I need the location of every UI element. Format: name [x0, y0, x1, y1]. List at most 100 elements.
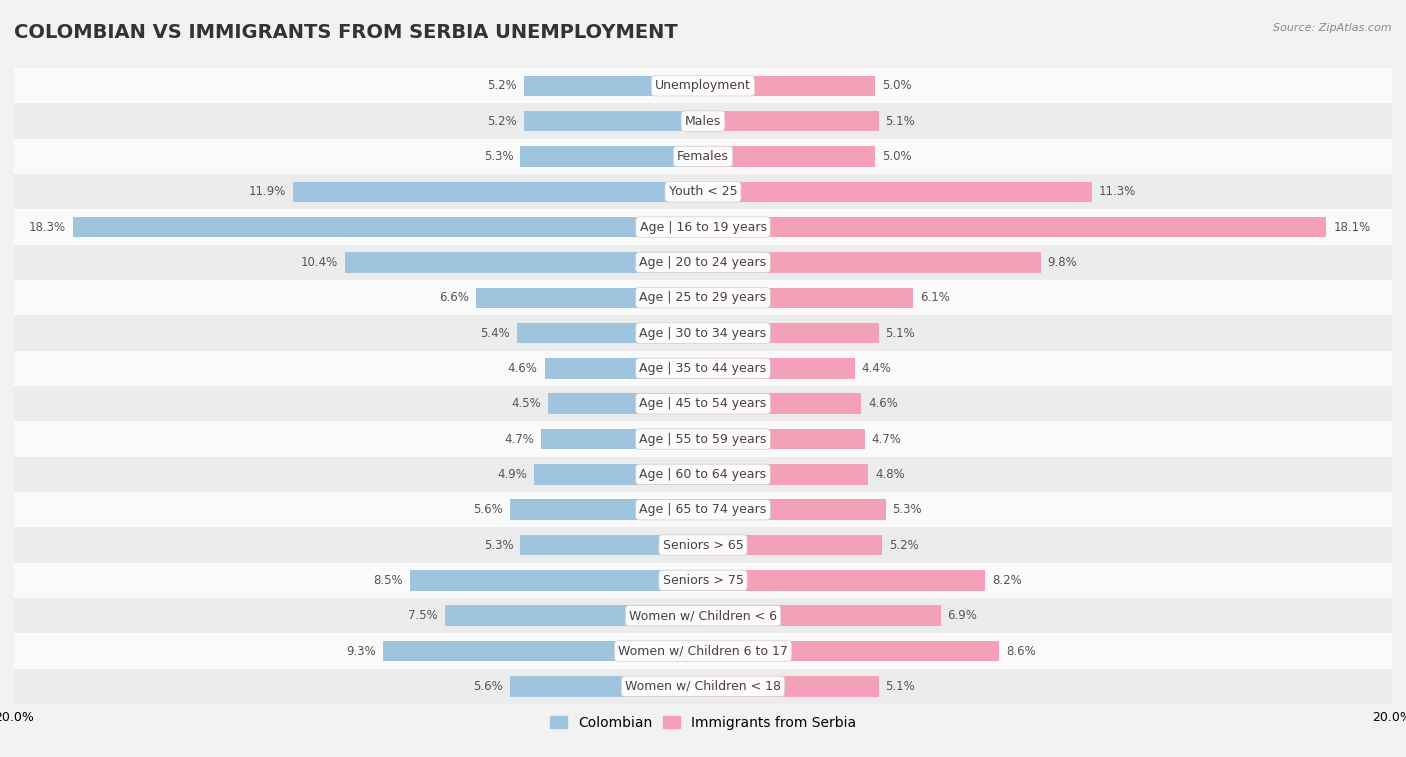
Bar	[475, 288, 703, 308]
Text: 4.7%: 4.7%	[872, 432, 901, 446]
Bar	[520, 534, 703, 556]
Bar	[703, 252, 1040, 273]
Text: Age | 65 to 74 years: Age | 65 to 74 years	[640, 503, 766, 516]
Bar	[517, 322, 703, 344]
Text: 5.2%: 5.2%	[488, 79, 517, 92]
Text: 6.6%: 6.6%	[439, 291, 468, 304]
Bar	[14, 350, 1392, 386]
Bar	[411, 570, 703, 590]
Bar	[14, 316, 1392, 350]
Bar	[703, 217, 1326, 238]
Bar	[548, 394, 703, 414]
Text: Youth < 25: Youth < 25	[669, 185, 737, 198]
Bar	[14, 280, 1392, 316]
Bar	[14, 210, 1392, 245]
Bar	[534, 464, 703, 484]
Text: 5.3%: 5.3%	[484, 538, 513, 552]
Text: 18.3%: 18.3%	[28, 220, 66, 234]
Text: Age | 45 to 54 years: Age | 45 to 54 years	[640, 397, 766, 410]
Text: Age | 25 to 29 years: Age | 25 to 29 years	[640, 291, 766, 304]
Bar	[14, 422, 1392, 456]
Bar	[524, 111, 703, 132]
Bar	[703, 534, 882, 556]
Text: 5.4%: 5.4%	[481, 326, 510, 340]
Text: 5.2%: 5.2%	[889, 538, 918, 552]
Text: Women w/ Children < 18: Women w/ Children < 18	[626, 680, 780, 693]
Text: 4.8%: 4.8%	[875, 468, 905, 481]
Text: 8.2%: 8.2%	[993, 574, 1022, 587]
Bar	[14, 456, 1392, 492]
Text: Females: Females	[678, 150, 728, 163]
Text: 18.1%: 18.1%	[1333, 220, 1371, 234]
Text: Age | 55 to 59 years: Age | 55 to 59 years	[640, 432, 766, 446]
Text: Seniors > 75: Seniors > 75	[662, 574, 744, 587]
Bar	[14, 245, 1392, 280]
Text: 5.1%: 5.1%	[886, 326, 915, 340]
Bar	[510, 500, 703, 520]
Bar	[703, 182, 1092, 202]
Bar	[703, 428, 865, 450]
Text: 6.9%: 6.9%	[948, 609, 977, 622]
Text: 4.6%: 4.6%	[508, 362, 537, 375]
Bar	[703, 288, 912, 308]
Bar	[14, 68, 1392, 104]
Text: 4.7%: 4.7%	[505, 432, 534, 446]
Bar	[444, 606, 703, 626]
Text: 9.3%: 9.3%	[346, 644, 375, 658]
Bar	[344, 252, 703, 273]
Text: 5.1%: 5.1%	[886, 114, 915, 128]
Bar	[703, 76, 875, 96]
Text: 5.3%: 5.3%	[893, 503, 922, 516]
Text: 4.9%: 4.9%	[498, 468, 527, 481]
Bar	[382, 640, 703, 662]
Bar	[703, 358, 855, 378]
Bar	[14, 174, 1392, 210]
Text: 5.1%: 5.1%	[886, 680, 915, 693]
Text: Women w/ Children < 6: Women w/ Children < 6	[628, 609, 778, 622]
Text: 5.3%: 5.3%	[484, 150, 513, 163]
Bar	[14, 528, 1392, 562]
Text: Males: Males	[685, 114, 721, 128]
Text: Age | 35 to 44 years: Age | 35 to 44 years	[640, 362, 766, 375]
Bar	[520, 146, 703, 167]
Text: 6.1%: 6.1%	[920, 291, 950, 304]
Bar	[14, 104, 1392, 139]
Bar	[524, 76, 703, 96]
Text: 5.6%: 5.6%	[474, 680, 503, 693]
Text: 11.9%: 11.9%	[249, 185, 287, 198]
Bar	[73, 217, 703, 238]
Text: 4.5%: 4.5%	[512, 397, 541, 410]
Bar	[14, 139, 1392, 174]
Bar	[703, 146, 875, 167]
Bar	[703, 394, 862, 414]
Text: 8.6%: 8.6%	[1007, 644, 1036, 658]
Bar	[703, 322, 879, 344]
Legend: Colombian, Immigrants from Serbia: Colombian, Immigrants from Serbia	[544, 710, 862, 735]
Bar	[703, 500, 886, 520]
Bar	[14, 492, 1392, 528]
Text: COLOMBIAN VS IMMIGRANTS FROM SERBIA UNEMPLOYMENT: COLOMBIAN VS IMMIGRANTS FROM SERBIA UNEM…	[14, 23, 678, 42]
Bar	[14, 386, 1392, 422]
Text: 11.3%: 11.3%	[1099, 185, 1136, 198]
Bar	[703, 570, 986, 590]
Text: 5.0%: 5.0%	[882, 79, 911, 92]
Text: 5.6%: 5.6%	[474, 503, 503, 516]
Text: Age | 30 to 34 years: Age | 30 to 34 years	[640, 326, 766, 340]
Text: Seniors > 65: Seniors > 65	[662, 538, 744, 552]
Text: Unemployment: Unemployment	[655, 79, 751, 92]
Bar	[544, 358, 703, 378]
Text: 5.0%: 5.0%	[882, 150, 911, 163]
Text: Source: ZipAtlas.com: Source: ZipAtlas.com	[1274, 23, 1392, 33]
Bar	[703, 676, 879, 696]
Text: Age | 20 to 24 years: Age | 20 to 24 years	[640, 256, 766, 269]
Text: 7.5%: 7.5%	[408, 609, 437, 622]
Text: Age | 60 to 64 years: Age | 60 to 64 years	[640, 468, 766, 481]
Text: 8.5%: 8.5%	[374, 574, 404, 587]
Bar	[14, 562, 1392, 598]
Text: Women w/ Children 6 to 17: Women w/ Children 6 to 17	[619, 644, 787, 658]
Bar	[541, 428, 703, 450]
Bar	[703, 111, 879, 132]
Text: 5.2%: 5.2%	[488, 114, 517, 128]
Bar	[14, 668, 1392, 704]
Bar	[703, 640, 1000, 662]
